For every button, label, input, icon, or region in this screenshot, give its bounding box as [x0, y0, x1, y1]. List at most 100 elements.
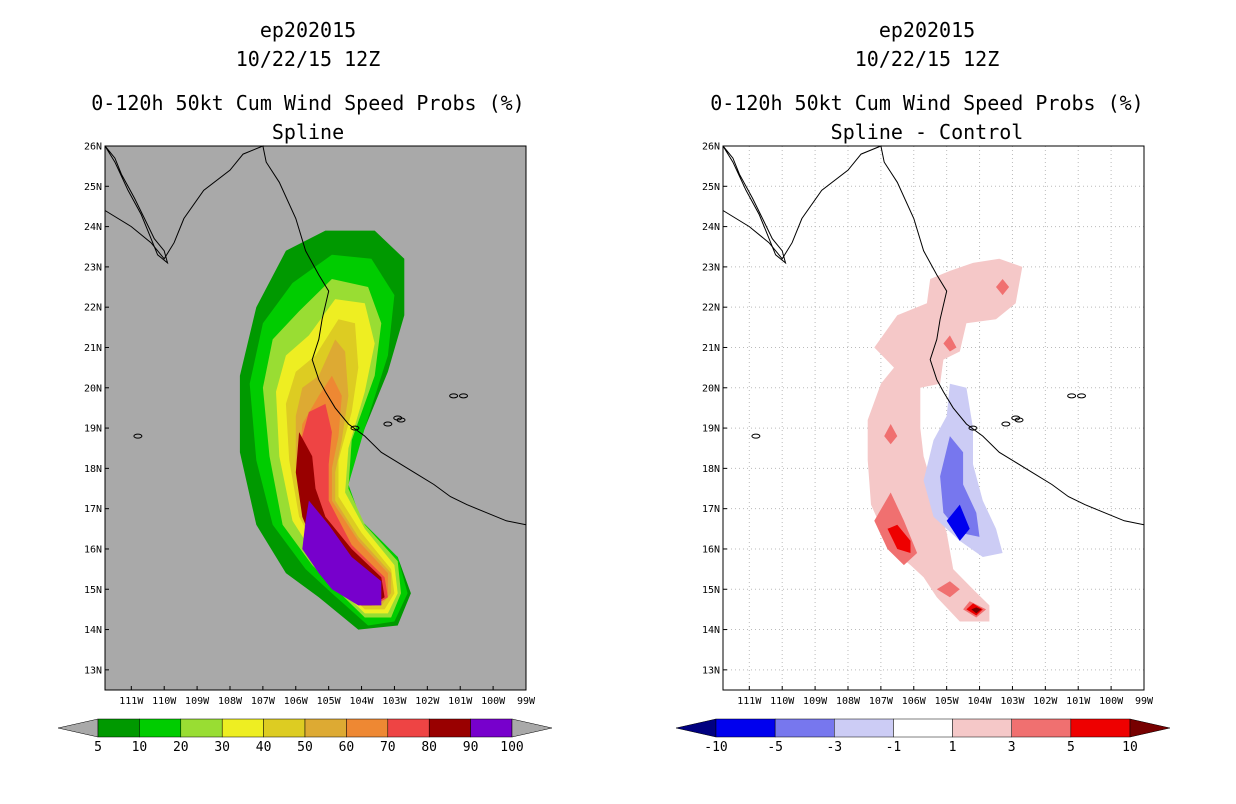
island: [459, 393, 469, 399]
x-tick-label: 110W: [152, 696, 177, 707]
x-tick-label: 111W: [119, 696, 144, 707]
colorbar-label: 1: [949, 740, 957, 755]
x-tick-label: 102W: [1033, 696, 1058, 707]
y-tick-label: 16N: [84, 544, 102, 555]
colorbar-box: [774, 718, 835, 738]
y-tick-label: 25N: [84, 182, 102, 193]
colorbar-box: [263, 718, 306, 738]
left-title-line-3: 0-120h 50kt Cum Wind Speed Probs (%): [91, 91, 524, 115]
y-tick-label: 22N: [702, 303, 720, 314]
y-tick-label: 21N: [702, 343, 720, 354]
x-tick-label: 104W: [968, 696, 993, 707]
y-tick-label: 15N: [84, 585, 102, 596]
y-tick-label: 24N: [84, 222, 102, 233]
colorbar-label: 50: [297, 740, 313, 755]
colorbar-label: -1: [886, 740, 902, 755]
colorbar-underflow: [57, 718, 99, 738]
x-tick-label: 101W: [448, 696, 473, 707]
x-tick-label: 101W: [1066, 696, 1091, 707]
contour-90: [302, 500, 382, 606]
colorbar-box: [97, 718, 140, 738]
island: [1014, 417, 1024, 423]
colorbar-label: 90: [463, 740, 479, 755]
left-contours: [239, 230, 411, 630]
y-tick-label: 19N: [702, 424, 720, 435]
left-plot-frame: [104, 145, 527, 691]
y-tick-label: 14N: [84, 625, 102, 636]
colorbar-label: -3: [826, 740, 842, 755]
x-tick-label: 100W: [1099, 696, 1124, 707]
y-tick-label: 15N: [702, 585, 720, 596]
colorbar-overflow: [1129, 718, 1171, 738]
left-panel: ep202015 10/22/15 12Z 0-120h 50kt Cum Wi…: [57, 18, 553, 755]
colorbar-box: [428, 718, 471, 738]
colorbar-box: [1070, 718, 1131, 738]
left-x-ticks: 111W 110W 109W 108W 107W 106W 105W 104W 103W 102W…: [119, 686, 536, 707]
right-contours: [867, 258, 1023, 622]
y-tick-label: 21N: [84, 343, 102, 354]
right-plot-frame: [722, 145, 1145, 691]
x-tick-label: 103W: [382, 696, 407, 707]
y-tick-label: 26N: [84, 142, 102, 153]
colorbar-label: 3: [1008, 740, 1016, 755]
y-tick-label: 23N: [84, 262, 102, 273]
x-tick-label: 109W: [185, 696, 210, 707]
island: [383, 421, 393, 427]
coastline-mainland: [104, 145, 527, 526]
coastline-baja: [722, 145, 787, 265]
colorbar-label: 5: [1067, 740, 1075, 755]
right-y-ticks: 26N 25N 24N 23N 22N 21N 20N 19N 18N 17N 16N 15N 14N 1…: [702, 142, 727, 676]
x-tick-label: 105W: [317, 696, 342, 707]
island: [396, 417, 406, 423]
right-coastline: [722, 145, 1145, 526]
right-title-line-1: ep202015: [879, 18, 975, 42]
x-tick-label: 104W: [350, 696, 375, 707]
left-coastline: [104, 145, 527, 526]
x-tick-label: 103W: [1000, 696, 1025, 707]
colorbar-box: [387, 718, 430, 738]
island: [133, 433, 143, 439]
island: [751, 433, 761, 439]
x-tick-label: 105W: [935, 696, 960, 707]
x-tick-label: 106W: [902, 696, 927, 707]
colorbar-box: [221, 718, 264, 738]
contour-3: [884, 424, 898, 445]
right-colorbar: -10 -5 -3 -1 1 3 5 10: [675, 718, 1171, 755]
right-x-ticks: 111W 110W 109W 108W 107W 106W 105W 104W 103W 102W…: [737, 686, 1154, 707]
contour-80: [295, 432, 385, 606]
x-tick-label: 106W: [284, 696, 309, 707]
right-title-line-3: 0-120h 50kt Cum Wind Speed Probs (%): [710, 91, 1143, 115]
colorbar-box: [1011, 718, 1072, 738]
y-tick-label: 25N: [702, 182, 720, 193]
right-panel: ep202015 10/22/15 12Z 0-120h 50kt Cum Wi…: [675, 18, 1171, 755]
colorbar-box: [834, 718, 894, 738]
x-tick-label: 108W: [836, 696, 861, 707]
left-title-line-4: Spline: [272, 120, 344, 144]
coastline-mainland: [722, 145, 1145, 526]
contour-3: [936, 581, 960, 598]
colorbar-label: -10: [704, 740, 727, 755]
y-tick-label: 18N: [702, 464, 720, 475]
colorbar-label: 80: [421, 740, 437, 755]
colorbar-box: [952, 718, 1012, 738]
y-tick-label: 20N: [702, 383, 720, 394]
colorbar-box: [139, 718, 182, 738]
y-tick-label: 26N: [702, 142, 720, 153]
colorbar-label: 70: [380, 740, 396, 755]
island: [1001, 421, 1011, 427]
x-tick-label: 109W: [803, 696, 828, 707]
x-tick-label: 102W: [415, 696, 440, 707]
colorbar-label: 10: [132, 740, 148, 755]
colorbar-overflow: [511, 718, 553, 738]
x-tick-label: 110W: [770, 696, 795, 707]
left-y-ticks: 26N 25N 24N 23N 22N 21N 20N 19N 18N 17N 16N 15N 14N 1…: [84, 142, 109, 676]
y-tick-label: 14N: [702, 625, 720, 636]
x-tick-label: 100W: [481, 696, 506, 707]
y-tick-label: 17N: [84, 504, 102, 515]
colorbar-box: [304, 718, 347, 738]
right-title-line-4: Spline - Control: [831, 120, 1024, 144]
contour--3: [940, 436, 980, 537]
island: [1077, 393, 1087, 399]
right-plot-background: [723, 146, 1144, 690]
